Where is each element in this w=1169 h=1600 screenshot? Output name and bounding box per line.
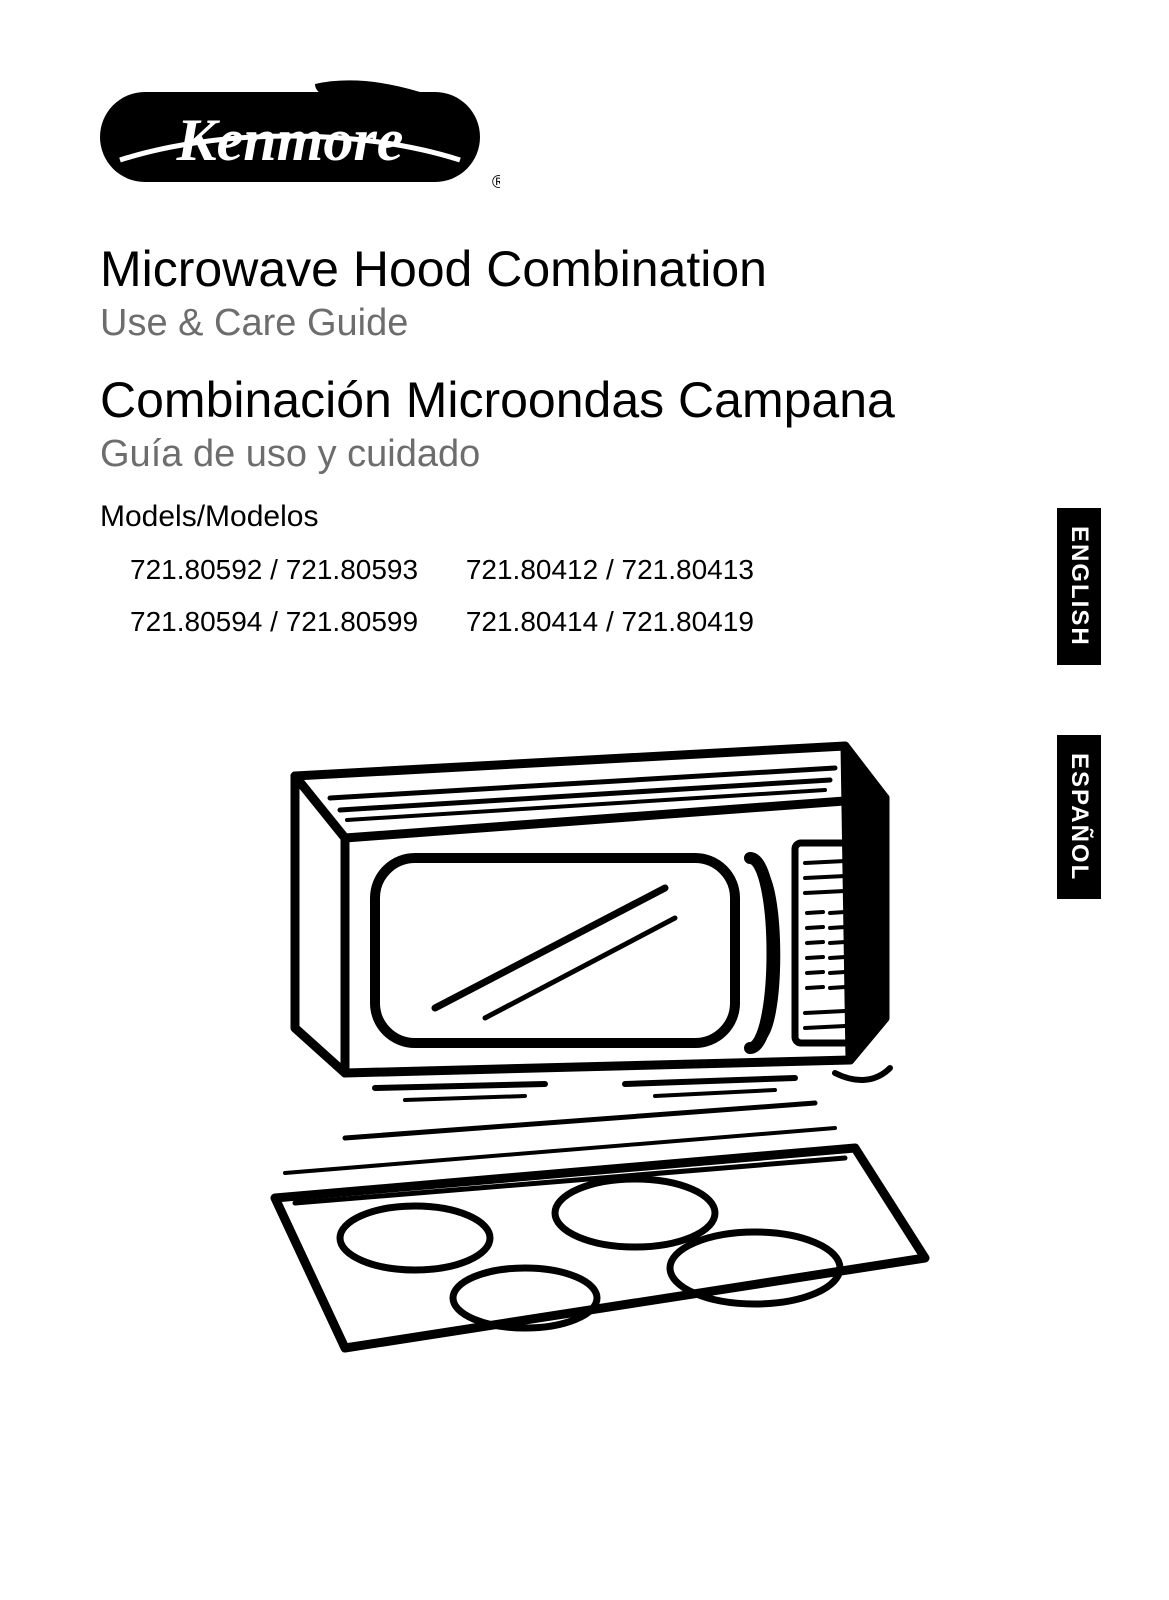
models-row-2: 721.80594 / 721.80599 721.80414 / 721.80… [130, 606, 1069, 638]
models-cell: 721.80594 / 721.80599 [130, 606, 418, 638]
svg-text:®: ® [492, 172, 500, 192]
models-cell: 721.80412 / 721.80413 [466, 554, 754, 586]
subtitle-english: Use & Care Guide [100, 302, 1069, 345]
product-illustration [100, 668, 1069, 1373]
language-tab-espanol[interactable]: ESPAÑOL [1057, 735, 1101, 899]
title-spanish: Combinación Microondas Campana [100, 371, 1069, 429]
language-tab-english[interactable]: ENGLISH [1057, 508, 1101, 665]
models-cell: 721.80414 / 721.80419 [466, 606, 754, 638]
language-tabs: ENGLISH ESPAÑOL [1057, 508, 1101, 899]
models-row-1: 721.80592 / 721.80593 721.80412 / 721.80… [130, 554, 1069, 586]
brand-logo-text: Kenmore [176, 107, 404, 173]
brand-logo: Kenmore ® [100, 80, 1069, 200]
subtitle-spanish: Guía de uso y cuidado [100, 433, 1069, 476]
models-cell: 721.80592 / 721.80593 [130, 554, 418, 586]
models-label: Models/Modelos [100, 500, 1069, 534]
title-english: Microwave Hood Combination [100, 240, 1069, 298]
manual-cover-page: Kenmore ® Microwave Hood Combination Use… [0, 0, 1169, 1600]
